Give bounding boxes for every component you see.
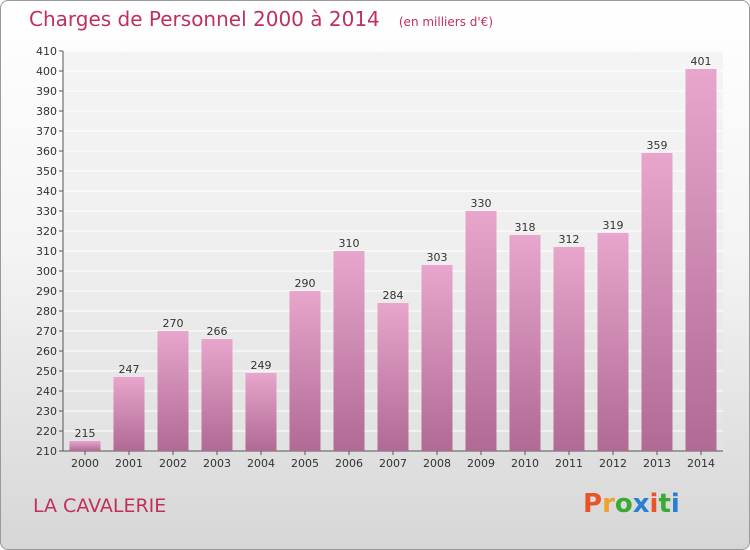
bar — [421, 265, 453, 451]
y-tick-label: 350 — [36, 165, 57, 178]
bar — [333, 251, 365, 451]
y-tick-label: 390 — [36, 85, 57, 98]
bar — [685, 69, 717, 451]
data-label: 303 — [427, 251, 448, 264]
y-tick-label: 380 — [36, 105, 57, 118]
x-tick-label: 2004 — [247, 457, 275, 470]
data-label: 359 — [647, 139, 668, 152]
y-tick-label: 320 — [36, 225, 57, 238]
y-tick-label: 220 — [36, 425, 57, 438]
bar — [597, 233, 629, 451]
y-tick-label: 360 — [36, 145, 57, 158]
bar — [157, 331, 189, 451]
x-tick-label: 2002 — [159, 457, 187, 470]
commune-name: LA CAVALERIE — [33, 495, 167, 517]
data-label: 290 — [295, 277, 316, 290]
bar — [289, 291, 321, 451]
y-tick-label: 260 — [36, 345, 57, 358]
logo-letter: t — [658, 489, 671, 519]
logo-letter: i — [670, 489, 680, 519]
logo-letter: o — [614, 489, 633, 519]
y-tick-label: 280 — [36, 305, 57, 318]
bar — [201, 339, 233, 451]
data-label: 249 — [251, 359, 272, 372]
data-label: 310 — [339, 237, 360, 250]
data-label: 284 — [383, 289, 404, 302]
y-tick-label: 210 — [36, 445, 57, 458]
y-tick-label: 410 — [36, 45, 57, 58]
y-tick-label: 270 — [36, 325, 57, 338]
proxiti-logo: Proxiti — [583, 489, 680, 519]
x-tick-label: 2007 — [379, 457, 407, 470]
data-label: 215 — [75, 427, 96, 440]
x-tick-label: 2013 — [643, 457, 671, 470]
bar — [377, 303, 409, 451]
y-tick-label: 250 — [36, 365, 57, 378]
y-tick-label: 370 — [36, 125, 57, 138]
data-label: 270 — [163, 317, 184, 330]
data-label: 266 — [207, 325, 228, 338]
y-tick-label: 240 — [36, 385, 57, 398]
x-tick-label: 2012 — [599, 457, 627, 470]
bar — [509, 235, 541, 451]
logo-letter: P — [583, 489, 603, 519]
x-tick-label: 2008 — [423, 457, 451, 470]
chart-unit: (en milliers d'€) — [398, 15, 493, 29]
y-tick-label: 310 — [36, 245, 57, 258]
x-tick-label: 2009 — [467, 457, 495, 470]
y-tick-label: 340 — [36, 185, 57, 198]
y-tick-label: 230 — [36, 405, 57, 418]
logo-letter: r — [602, 489, 615, 519]
x-tick-label: 2001 — [115, 457, 143, 470]
data-label: 401 — [691, 55, 712, 68]
x-tick-label: 2014 — [687, 457, 715, 470]
chart-title: Charges de Personnel 2000 à 2014 — [29, 7, 380, 31]
x-tick-label: 2006 — [335, 457, 363, 470]
bar — [113, 377, 145, 451]
bar — [553, 247, 585, 451]
data-label: 319 — [603, 219, 624, 232]
bar — [641, 153, 673, 451]
y-tick-label: 400 — [36, 65, 57, 78]
y-tick-label: 300 — [36, 265, 57, 278]
data-label: 330 — [471, 197, 492, 210]
x-tick-label: 2000 — [71, 457, 99, 470]
y-tick-label: 290 — [36, 285, 57, 298]
data-label: 312 — [559, 233, 580, 246]
y-tick-label: 330 — [36, 205, 57, 218]
bar — [245, 373, 277, 451]
x-tick-label: 2005 — [291, 457, 319, 470]
x-tick-label: 2010 — [511, 457, 539, 470]
logo-letter: x — [632, 489, 650, 519]
bar — [465, 211, 497, 451]
data-label: 318 — [515, 221, 536, 234]
x-tick-label: 2011 — [555, 457, 583, 470]
title-row: Charges de Personnel 2000 à 2014 (en mil… — [29, 7, 493, 31]
x-tick-label: 2003 — [203, 457, 231, 470]
data-label: 247 — [119, 363, 140, 376]
logo-letter: i — [649, 489, 659, 519]
bar — [69, 441, 101, 451]
